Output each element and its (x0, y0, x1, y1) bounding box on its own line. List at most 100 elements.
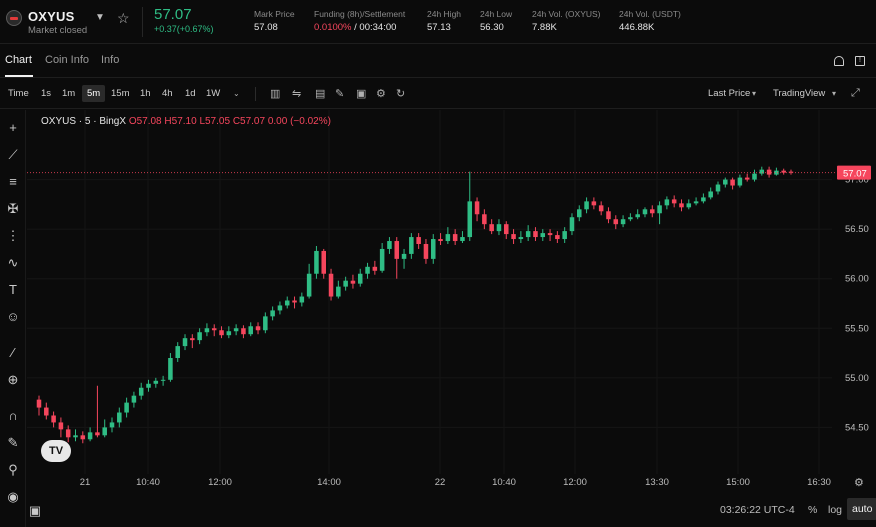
candle-body (292, 300, 297, 303)
candle-body (730, 179, 735, 186)
calendar-icon[interactable]: ▣ (28, 503, 42, 518)
legend-open: O57.08 (128, 116, 162, 127)
tab-info[interactable]: Info (101, 54, 120, 66)
candle-body (131, 395, 137, 403)
y-tick-label: 55.00 (845, 373, 869, 384)
tab-coin-info[interactable]: Coin Info (45, 54, 90, 66)
candle-body (752, 173, 757, 180)
interval-1d[interactable]: 1d (185, 88, 196, 99)
camera-icon[interactable]: ▣ (356, 88, 367, 100)
indicators-icon[interactable]: ⇋ (292, 88, 302, 100)
candle-body (533, 231, 538, 238)
emoji-icon[interactable]: ☺ (6, 309, 20, 324)
price-change: +0.37(+0.67%) (154, 24, 214, 34)
candle-body (58, 422, 64, 430)
candle-body (226, 331, 232, 336)
crosshair-icon[interactable]: + (9, 120, 17, 135)
candle-body (73, 435, 78, 438)
horizontal-lines-icon[interactable]: ≡ (9, 174, 17, 189)
candle-body (701, 197, 706, 202)
candle-body (482, 214, 487, 225)
lock-icon[interactable]: ⚲ (8, 462, 18, 477)
candle-body (518, 237, 524, 240)
divider (255, 87, 256, 101)
fib-retracement-icon[interactable]: ⋮ (6, 228, 20, 243)
zoom-in-icon[interactable]: ⊕ (7, 372, 19, 387)
candle-body (686, 203, 692, 208)
candle-body (708, 191, 713, 198)
x-tick-label: 13:30 (645, 477, 669, 488)
candle-body (693, 201, 699, 204)
interval-1w[interactable]: 1W (206, 88, 221, 99)
interval-5m[interactable]: 5m (82, 85, 106, 102)
price-type-select[interactable]: Last Price (708, 88, 751, 99)
volume-usdt-label: 24h Vol. (USDT) (619, 9, 681, 19)
interval-1h[interactable]: 1h (140, 88, 151, 99)
high-24h-value: 57.13 (427, 22, 451, 33)
interval-time[interactable]: Time (8, 88, 29, 99)
lock-drawing-icon[interactable]: ✎ (7, 435, 19, 450)
funding-label: Funding (8h)/Settlement (314, 9, 406, 19)
candle-body (336, 286, 341, 297)
candle-body (160, 379, 166, 381)
candle-body (87, 432, 93, 440)
candle-body (555, 235, 560, 240)
candle-body (109, 422, 115, 428)
interval-chevron-down-icon[interactable]: ⌄ (233, 89, 240, 98)
candle-body (175, 346, 180, 358)
eye-icon[interactable]: ◉ (7, 489, 19, 504)
interval-15m[interactable]: 15m (111, 88, 130, 99)
text-tool-icon[interactable]: T (9, 282, 17, 297)
trend-line-icon[interactable]: ⟋ (8, 147, 18, 162)
chevron-down-icon[interactable]: ▼ (95, 12, 105, 23)
candle-body (211, 328, 217, 331)
pitchfork-icon[interactable]: ✠ (7, 201, 19, 216)
candlestick-chart[interactable]: 21 10:40 12:00 14:00 22 10:40 12:00 13:30 15:00 1… (27, 110, 876, 492)
view-chevron-icon[interactable]: ▾ (832, 89, 837, 98)
x-tick-label: 10:40 (136, 477, 160, 488)
tradingview-logo[interactable]: TV (41, 440, 71, 462)
view-select[interactable]: TradingView (773, 88, 826, 99)
x-tick-label: 22 (435, 477, 446, 488)
auto-scale-toggle[interactable]: auto (847, 498, 876, 520)
funding-value: 0.0100% / 00:34:00 (314, 22, 396, 33)
expand-icon[interactable]: ⤢ (851, 87, 860, 99)
chart-area[interactable]: 21 10:40 12:00 14:00 22 10:40 12:00 13:30 15:00 1… (27, 110, 876, 527)
interval-4h[interactable]: 4h (162, 88, 173, 99)
log-scale-toggle[interactable]: log (828, 504, 843, 516)
tab-chart[interactable]: Chart (5, 54, 32, 66)
candle-body (744, 177, 750, 180)
candle-body (460, 237, 465, 242)
magnet-icon[interactable]: ∩ (8, 408, 18, 423)
candle-body (365, 266, 370, 274)
funding-rate: 0.0100% (314, 22, 352, 33)
candle-body (197, 332, 202, 341)
last-price-tag (837, 165, 871, 180)
candle-body (511, 234, 516, 240)
candle-body (263, 316, 268, 331)
candle-body (467, 201, 473, 238)
symbol-name[interactable]: OXYUS (28, 9, 75, 24)
candle-body (781, 170, 786, 173)
low-24h-value: 56.30 (480, 22, 504, 33)
price-type-chevron-icon[interactable]: ▾ (752, 89, 757, 98)
fullscreen-icon[interactable]: ! (855, 56, 865, 66)
candle-body (117, 412, 122, 423)
bell-icon[interactable] (834, 56, 844, 66)
pencil-icon[interactable]: ✎ (335, 88, 345, 100)
clock[interactable]: 03:26:22 UTC-4 (720, 504, 795, 516)
interval-1m[interactable]: 1m (62, 88, 76, 99)
legend-change: 0.00 (−0.02%) (267, 116, 331, 127)
template-icon[interactable]: ▤ (315, 88, 326, 100)
candle-body (255, 326, 261, 331)
ruler-icon[interactable]: ∕ (11, 345, 15, 360)
favorite-star-icon[interactable]: ☆ (117, 10, 130, 26)
candle-body (562, 231, 567, 240)
refresh-icon[interactable]: ↻ (396, 88, 406, 100)
percent-scale-toggle[interactable]: % (808, 504, 818, 516)
brush-icon[interactable]: ∿ (7, 255, 19, 270)
x-tick-label: 15:00 (726, 477, 750, 488)
candles-icon[interactable]: ▥ (270, 88, 281, 100)
gear-icon[interactable]: ⚙ (376, 88, 386, 100)
interval-1s[interactable]: 1s (41, 88, 52, 99)
